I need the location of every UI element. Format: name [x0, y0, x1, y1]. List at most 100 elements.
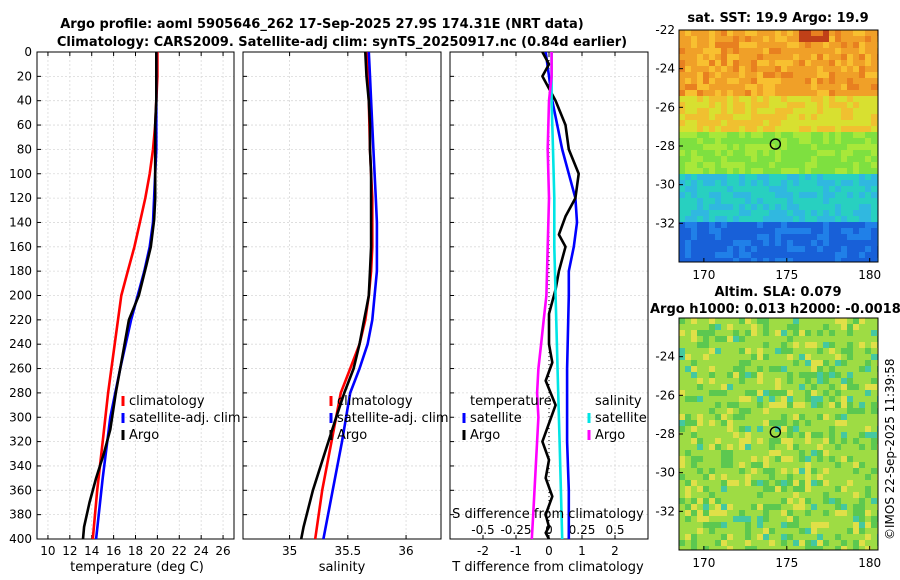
map-cell — [715, 48, 721, 54]
map-cell — [757, 54, 763, 60]
map-cell — [727, 162, 733, 168]
map-cell — [787, 342, 793, 348]
map-cell — [841, 474, 847, 480]
map-cell — [841, 144, 847, 150]
map-cell — [805, 90, 811, 96]
map-cell — [781, 468, 787, 474]
map-cell — [691, 246, 697, 252]
map-cell — [721, 102, 727, 108]
map-cell — [709, 354, 715, 360]
map-cell — [685, 414, 691, 420]
map-cell — [781, 48, 787, 54]
map-cell — [859, 54, 865, 60]
map-cell — [805, 360, 811, 366]
map-cell — [769, 498, 775, 504]
map-cell — [793, 66, 799, 72]
legend-header-salinity: salinity — [595, 394, 642, 409]
map-cell — [847, 432, 853, 438]
map-cell — [715, 66, 721, 72]
map-cell — [691, 384, 697, 390]
y-tick-label: 40 — [17, 94, 32, 108]
map-cell — [769, 546, 775, 550]
map-cell — [721, 186, 727, 192]
map-cell — [739, 492, 745, 498]
map-cell — [781, 246, 787, 252]
map-cell — [775, 222, 781, 228]
map-cell — [799, 360, 805, 366]
map-cell — [841, 120, 847, 126]
map-cell — [871, 420, 877, 426]
map-cell — [727, 114, 733, 120]
map-cell — [739, 522, 745, 528]
map-cell — [685, 372, 691, 378]
map-cell — [721, 342, 727, 348]
map-cell — [781, 90, 787, 96]
map-cell — [787, 444, 793, 450]
map-cell — [709, 240, 715, 246]
map-cell — [835, 180, 841, 186]
map-cell — [859, 330, 865, 336]
map-cell — [703, 42, 709, 48]
map-cell — [721, 252, 727, 258]
map-cell — [829, 498, 835, 504]
map-cell — [817, 390, 823, 396]
map-cell — [835, 156, 841, 162]
map-cell — [805, 372, 811, 378]
map-cell — [697, 174, 703, 180]
map-cell — [769, 528, 775, 534]
map-cell — [799, 426, 805, 432]
map-cell — [751, 240, 757, 246]
map-cell — [859, 246, 865, 252]
map-cell — [757, 462, 763, 468]
map-cell — [811, 30, 817, 36]
map-cell — [763, 42, 769, 48]
map-cell — [757, 354, 763, 360]
map-cell — [841, 330, 847, 336]
map-cell — [757, 450, 763, 456]
map-cell — [709, 336, 715, 342]
map-cell — [775, 72, 781, 78]
map-cell — [817, 150, 823, 156]
map-cell — [697, 450, 703, 456]
map-cell — [781, 126, 787, 132]
map-cell — [757, 390, 763, 396]
map-cell — [769, 384, 775, 390]
map-cell — [811, 528, 817, 534]
map-cell — [781, 438, 787, 444]
map-cell — [865, 30, 871, 36]
map-cell — [757, 156, 763, 162]
map-cell — [703, 426, 709, 432]
map-cell — [715, 492, 721, 498]
map-cell — [691, 90, 697, 96]
map-cell — [715, 168, 721, 174]
map-cell — [727, 390, 733, 396]
map-cell — [715, 192, 721, 198]
map-cell — [811, 408, 817, 414]
map-cell — [853, 372, 859, 378]
map-cell — [853, 216, 859, 222]
map-cell — [751, 174, 757, 180]
map-cell — [871, 240, 877, 246]
map-cell — [703, 444, 709, 450]
map-cell — [793, 396, 799, 402]
map-cell — [787, 180, 793, 186]
series-line-salinity-argo — [530, 52, 553, 540]
map-cell — [721, 372, 727, 378]
map-cell — [715, 510, 721, 516]
map-cell — [763, 132, 769, 138]
map-cell — [847, 438, 853, 444]
y-tick-label: 280 — [9, 386, 32, 400]
map-cell — [787, 138, 793, 144]
map-cell — [763, 384, 769, 390]
map-cell — [841, 168, 847, 174]
map-cell — [853, 66, 859, 72]
map-cell — [697, 390, 703, 396]
map-cell — [697, 486, 703, 492]
map-cell — [745, 486, 751, 492]
map-cell — [787, 126, 793, 132]
map-cell — [679, 438, 685, 444]
map-cell — [859, 150, 865, 156]
map-cell — [787, 102, 793, 108]
map-cell — [697, 384, 703, 390]
map-cell — [805, 540, 811, 546]
